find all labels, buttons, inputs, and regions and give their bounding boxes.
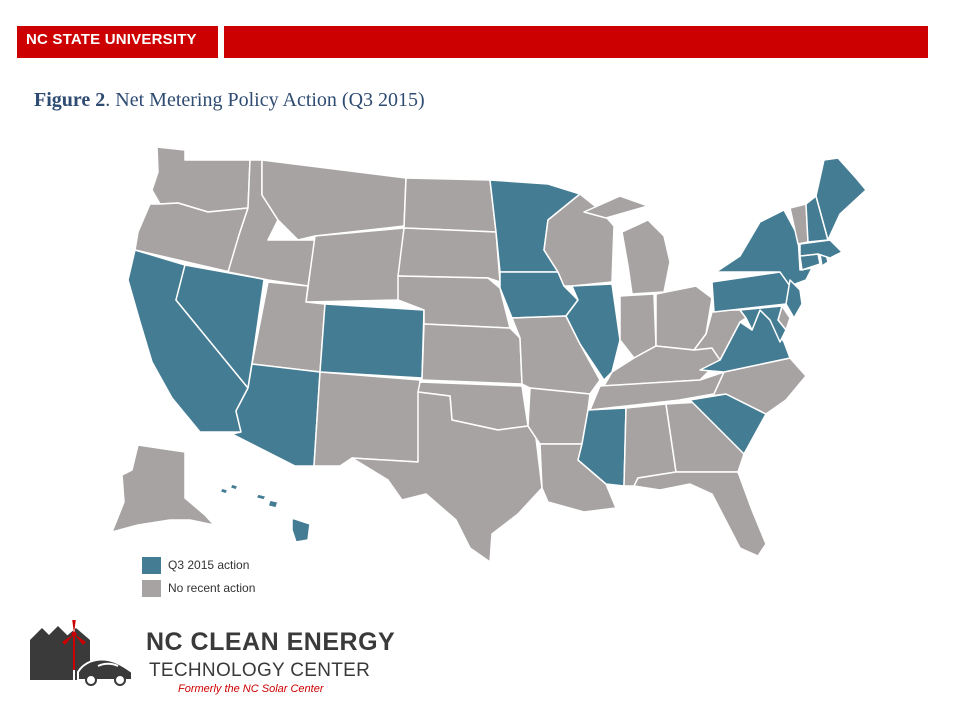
state-fl [633,471,767,557]
state-sd [397,227,501,283]
state-ma [799,239,843,259]
state-wy [305,227,405,303]
legend-item-action: Q3 2015 action [142,555,255,575]
wind-turbine-icon [62,620,86,670]
state-il [565,283,621,381]
electric-car-icon [77,658,133,686]
state-nj [785,279,803,319]
legend-label-no-action: No recent action [168,581,256,595]
map-legend: Q3 2015 action No recent action [142,555,255,601]
figure-title: Figure 2. Net Metering Policy Action (Q3… [34,89,425,112]
state-mi [583,195,671,295]
red-header-bar [224,26,928,58]
state-mt [261,159,407,241]
logo-line1: NC CLEAN ENERGY [146,628,396,656]
state-co [319,303,425,379]
logo-line2: TECHNOLOGY CENTER [149,660,371,681]
state-md [739,305,787,343]
state-ak [111,444,215,533]
state-ks [421,323,523,385]
legend-swatch-no-action [142,579,161,597]
figure-label: Figure 2 [34,89,106,111]
state-wi [543,193,615,287]
state-me [815,157,867,241]
state-hi [219,483,311,543]
state-nm [313,371,421,467]
logo-emblem-icon [30,620,133,686]
state-ar [527,387,591,445]
figure-title-text: . Net Metering Policy Action (Q3 2015) [105,89,425,111]
legend-item-no-action: No recent action [142,578,255,598]
state-ny [715,209,813,287]
logo-line3: Formerly the NC Solar Center [178,683,324,695]
state-tx [351,391,543,563]
legend-label-action: Q3 2015 action [168,558,250,572]
nc-state-university-banner: NC STATE UNIVERSITY [17,26,218,58]
state-wa [151,146,251,213]
banner-text: NC STATE UNIVERSITY [26,31,197,48]
legend-swatch-action [142,556,161,574]
nc-clean-energy-logo: NC CLEAN ENERGY TECHNOLOGY CENTER Former… [28,620,395,700]
state-nd [403,177,497,233]
